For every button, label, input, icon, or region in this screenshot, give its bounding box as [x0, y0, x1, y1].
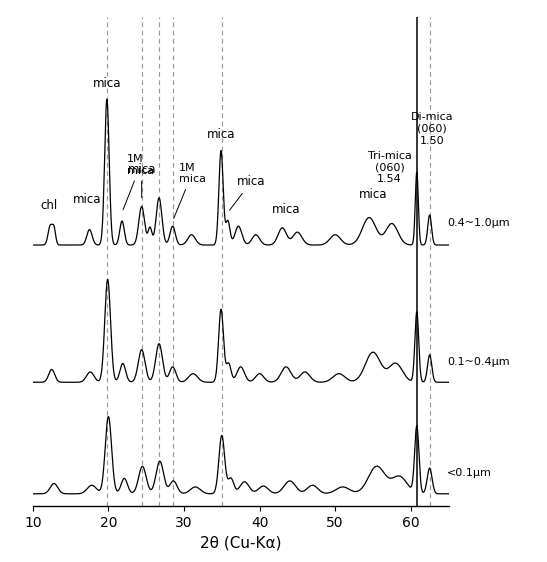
Text: mica: mica: [127, 162, 156, 198]
Text: mica: mica: [230, 175, 265, 210]
Text: 1M
mica: 1M mica: [174, 162, 206, 219]
Text: chl: chl: [41, 200, 58, 212]
Text: mica: mica: [73, 193, 102, 206]
Text: <0.1μm: <0.1μm: [447, 468, 492, 478]
X-axis label: 2θ (Cu-Kα): 2θ (Cu-Kα): [200, 535, 281, 550]
Text: mica: mica: [207, 128, 235, 141]
Text: mica: mica: [359, 188, 387, 201]
Text: mica: mica: [92, 77, 121, 90]
Text: Di-mica
(060)
1.50: Di-mica (060) 1.50: [411, 112, 453, 146]
Text: 0.4~1.0μm: 0.4~1.0μm: [447, 217, 510, 228]
Text: 1M
mica: 1M mica: [123, 154, 154, 210]
Text: 0.1~0.4μm: 0.1~0.4μm: [447, 357, 510, 366]
Text: Tri-mica
(060)
1.54: Tri-mica (060) 1.54: [368, 151, 411, 184]
Text: mica: mica: [272, 203, 300, 216]
